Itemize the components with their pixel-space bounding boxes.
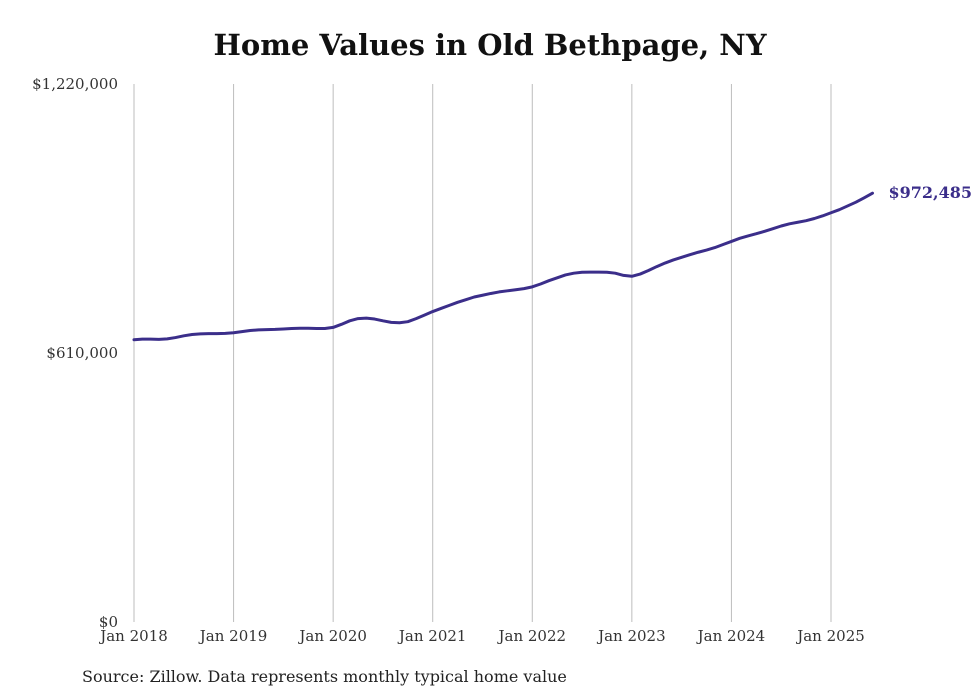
x-axis-ticks: Jan 2018 Jan 2019 Jan 2020 Jan 2021 Jan 2022…: [98, 627, 865, 645]
x-tick-label: Jan 2025: [795, 627, 865, 645]
x-tick-label: Jan 2022: [497, 627, 567, 645]
y-tick-label: $0: [99, 613, 118, 631]
y-tick-label: $610,000: [46, 344, 118, 362]
series-line-0: [132, 191, 874, 342]
y-axis-ticks: $0 $610,000 $1,220,000: [32, 75, 118, 631]
y-tick-label: $1,220,000: [32, 75, 118, 93]
end-value-label: $972,485: [888, 183, 972, 202]
x-tick-label: Jan 2024: [696, 627, 766, 645]
x-tick-label: Jan 2021: [397, 627, 467, 645]
x-tick-label: Jan 2018: [98, 627, 168, 645]
source-note: Source: Zillow. Data represents monthly …: [82, 667, 567, 686]
series-layer: [132, 191, 874, 342]
chart-title: Home Values in Old Bethpage, NY: [213, 28, 767, 62]
x-tick-label: Jan 2023: [596, 627, 666, 645]
gridlines: [133, 84, 832, 622]
x-tick-label: Jan 2020: [297, 627, 367, 645]
x-tick-label: Jan 2019: [198, 627, 268, 645]
